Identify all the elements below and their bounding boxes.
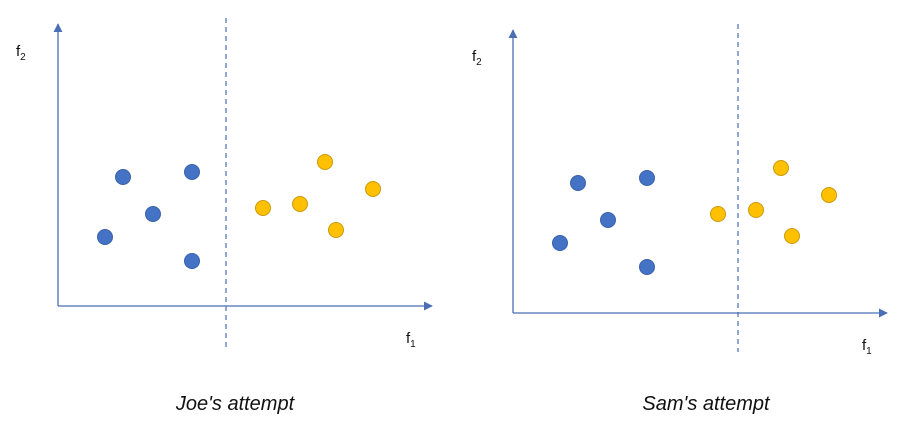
yellow-point — [328, 222, 344, 238]
panel-joe: f2 f1 Joe's attempt — [16, 18, 433, 415]
yellow-point — [773, 160, 789, 176]
blue-point — [639, 170, 655, 186]
blue-point — [600, 212, 616, 228]
blue-point — [115, 169, 131, 185]
yellow-point — [365, 181, 381, 197]
yellow-point — [317, 154, 333, 170]
yellow-point — [784, 228, 800, 244]
panel-caption: Sam's attempt — [642, 393, 771, 415]
yellow-cluster — [710, 160, 837, 244]
yellow-point — [255, 200, 271, 216]
blue-point — [552, 235, 568, 251]
yellow-point — [748, 202, 764, 218]
blue-cluster — [552, 170, 655, 275]
yellow-point — [821, 187, 837, 203]
blue-point — [97, 229, 113, 245]
y-axis-label: f2 — [16, 43, 26, 63]
blue-point — [145, 206, 161, 222]
blue-point — [639, 259, 655, 275]
x-axis-label: f1 — [406, 330, 416, 350]
panel-caption: Joe's attempt — [175, 393, 296, 415]
blue-cluster — [97, 164, 200, 269]
yellow-point — [710, 206, 726, 222]
blue-point — [184, 253, 200, 269]
panel-sam: f2 f1 Sam's attempt — [472, 24, 888, 415]
yellow-cluster — [255, 154, 381, 238]
yellow-point — [292, 196, 308, 212]
blue-point — [570, 175, 586, 191]
y-axis-label: f2 — [472, 48, 482, 68]
blue-point — [184, 164, 200, 180]
x-axis-label: f1 — [862, 337, 872, 357]
